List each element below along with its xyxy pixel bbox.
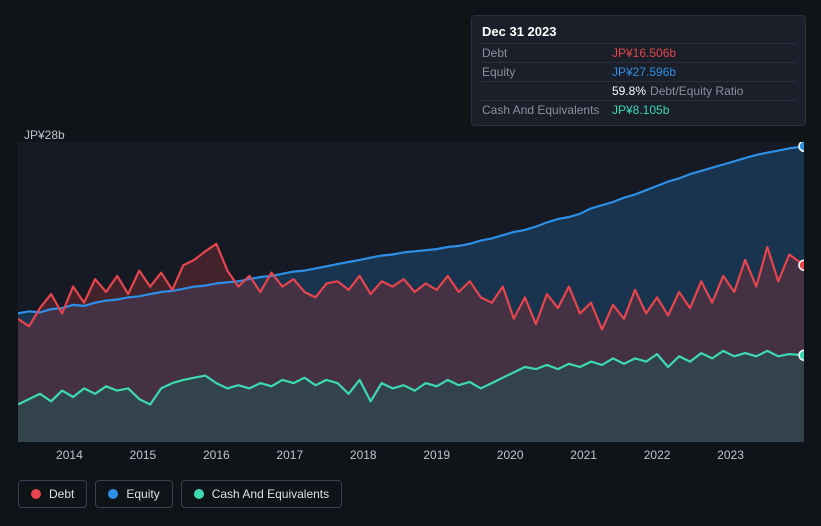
x-axis-tick: 2014 [56, 448, 83, 462]
x-axis-tick: 2018 [350, 448, 377, 462]
tooltip-row-value: JP¥27.596b [612, 65, 676, 79]
y-axis-label: JP¥28b [24, 128, 65, 142]
series-marker-cash-and-equivalents [799, 350, 804, 360]
tooltip-date: Dec 31 2023 [482, 22, 795, 43]
legend-label: Equity [126, 487, 159, 501]
tooltip-row: Cash And EquivalentsJP¥8.105b [482, 100, 795, 119]
legend-item-debt[interactable]: Debt [18, 480, 87, 508]
tooltip-row-label: Equity [482, 65, 612, 79]
tooltip-row-label: Cash And Equivalents [482, 103, 612, 117]
legend-label: Cash And Equivalents [212, 487, 329, 501]
legend-dot-icon [31, 489, 41, 499]
x-axis-tick: 2021 [570, 448, 597, 462]
chart-plot-area [18, 142, 804, 442]
tooltip-row-label: Debt [482, 46, 612, 60]
tooltip-row: EquityJP¥27.596b [482, 62, 795, 81]
series-marker-equity [799, 142, 804, 151]
tooltip-row: DebtJP¥16.506b [482, 43, 795, 62]
tooltip-row: 59.8% Debt/Equity Ratio [482, 81, 795, 100]
x-axis-tick: 2022 [644, 448, 671, 462]
series-marker-debt [799, 260, 804, 270]
x-axis-tick: 2023 [717, 448, 744, 462]
x-axis-tick: 2017 [276, 448, 303, 462]
chart-legend: Debt Equity Cash And Equivalents [18, 480, 342, 508]
tooltip-row-value: 59.8% [612, 84, 646, 98]
tooltip-row-value: JP¥16.506b [612, 46, 676, 60]
x-axis-tick: 2015 [130, 448, 157, 462]
area-chart-svg [18, 142, 804, 442]
x-axis-tick: 2016 [203, 448, 230, 462]
legend-label: Debt [49, 487, 74, 501]
x-axis-tick: 2020 [497, 448, 524, 462]
x-axis: 2014 2015 2016 2017 2018 2019 2020 2021 2022 2023 [18, 448, 804, 468]
legend-dot-icon [108, 489, 118, 499]
legend-item-cash-and-equivalents[interactable]: Cash And Equivalents [181, 480, 342, 508]
x-axis-tick: 2019 [423, 448, 450, 462]
legend-dot-icon [194, 489, 204, 499]
legend-item-equity[interactable]: Equity [95, 480, 172, 508]
tooltip-row-suffix: Debt/Equity Ratio [650, 84, 743, 98]
tooltip-row-value: JP¥8.105b [612, 103, 669, 117]
chart-tooltip: Dec 31 2023 DebtJP¥16.506bEquityJP¥27.59… [471, 15, 806, 126]
tooltip-row-label [482, 84, 612, 98]
